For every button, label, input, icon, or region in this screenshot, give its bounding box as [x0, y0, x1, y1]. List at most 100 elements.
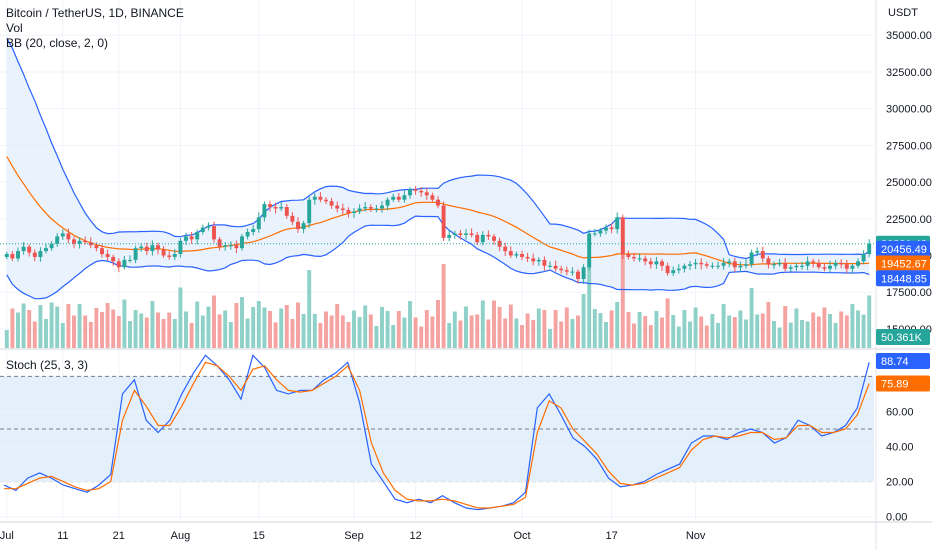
volume-bar [402, 317, 407, 348]
volume-bar [212, 295, 216, 348]
stoch-d-line [4, 361, 870, 509]
volume-bar [290, 319, 295, 348]
volume-bar [710, 314, 715, 348]
candle-body [195, 232, 200, 240]
volume-bar [514, 318, 519, 348]
x-tick-label: 15 [253, 530, 265, 542]
y-tick-label: 35000.00 [886, 30, 932, 42]
volume-bar [592, 309, 597, 348]
volume-bar [531, 320, 536, 348]
candle-body [503, 246, 508, 252]
volume-bar [643, 316, 648, 348]
candle-body [699, 262, 704, 265]
candle-body [732, 261, 737, 268]
candle-body [671, 270, 676, 274]
candle-body [570, 271, 575, 273]
volume-bar [626, 312, 631, 348]
volume-bar [419, 326, 424, 348]
candle-body [436, 199, 440, 206]
volume-bar [424, 310, 429, 348]
candle-body [413, 189, 418, 191]
candle-body [654, 261, 659, 265]
volume-bar [301, 314, 306, 348]
volume-bar [716, 323, 720, 348]
bb-upper-line [6, 37, 870, 260]
candle-body [329, 201, 334, 206]
candle-body [273, 207, 278, 209]
volume-bar [699, 316, 704, 348]
stoch-y-tick-label: 60.00 [886, 406, 914, 418]
volume-bar [861, 314, 866, 348]
candle-body [536, 259, 541, 262]
volume-bar [839, 311, 844, 348]
candle-body [262, 204, 267, 218]
volume-bar [671, 315, 676, 348]
volume-bar [16, 312, 20, 348]
candle-body [643, 258, 648, 262]
y-tick-label: 27500.00 [886, 140, 932, 152]
volume-bar [240, 297, 244, 348]
volume-bar [195, 301, 200, 348]
candle-body [688, 264, 692, 266]
candle-body [32, 252, 37, 257]
y-tick-label: 32500.00 [886, 67, 932, 79]
symbol-title[interactable]: Bitcoin / TetherUS, 1D, BINANCE [6, 6, 184, 20]
candle-body [133, 248, 138, 260]
candle-body [548, 265, 552, 267]
candle-body [83, 240, 88, 243]
candle-body [620, 217, 625, 255]
candle-body [704, 264, 709, 266]
vol-legend[interactable]: Vol [6, 21, 23, 35]
volume-bar [324, 311, 328, 348]
volume-bar [738, 310, 743, 348]
x-tick-label: Sep [344, 530, 364, 542]
volume-bar [800, 320, 804, 348]
price-tag-bg [876, 240, 930, 257]
candle-body [128, 259, 132, 261]
currency-label: USDT [888, 7, 918, 19]
volume-bar [144, 317, 149, 348]
candle-body [508, 251, 513, 256]
candle-body [189, 236, 194, 240]
volume-bar [587, 265, 592, 348]
candle-body [38, 251, 43, 257]
bb-lower-line [6, 215, 870, 300]
volume-bar [262, 307, 267, 348]
candle-body [10, 254, 15, 259]
candle-body [178, 240, 183, 255]
candle-body [458, 233, 463, 235]
candle-body [665, 265, 670, 274]
volume-bar [520, 325, 524, 348]
candle-body [766, 258, 771, 265]
candle-body [693, 262, 698, 265]
candle-body [788, 267, 793, 269]
volume-bar [436, 300, 440, 348]
stoch-tag-text: 75.89 [881, 379, 909, 391]
candle-body [839, 262, 844, 265]
volume-bar [844, 315, 849, 348]
volume-bar [10, 308, 15, 348]
candle-body [363, 207, 368, 209]
candle-body [867, 243, 872, 255]
volume-bar [128, 321, 132, 348]
candle-body [228, 245, 233, 247]
volume-bar [486, 319, 491, 348]
stoch-legend[interactable]: Stoch (25, 3, 3) [6, 358, 89, 372]
candle-body [822, 267, 827, 269]
price-tag-text: 19452.67 [881, 259, 927, 271]
candle-body [346, 209, 351, 213]
stoch-tag-bg [876, 375, 930, 392]
candle-body [172, 254, 177, 257]
volume-bar [391, 325, 396, 348]
candle-body [27, 246, 32, 253]
candle-body [783, 262, 788, 269]
volume-bar [346, 322, 351, 348]
bb-legend[interactable]: BB (20, close, 2, 0) [6, 36, 109, 50]
volume-bar [60, 323, 65, 348]
volume-bar [654, 311, 659, 348]
candle-body [55, 236, 60, 244]
candle-body [94, 245, 99, 249]
candle-body [676, 268, 681, 271]
volume-bar [783, 306, 788, 348]
